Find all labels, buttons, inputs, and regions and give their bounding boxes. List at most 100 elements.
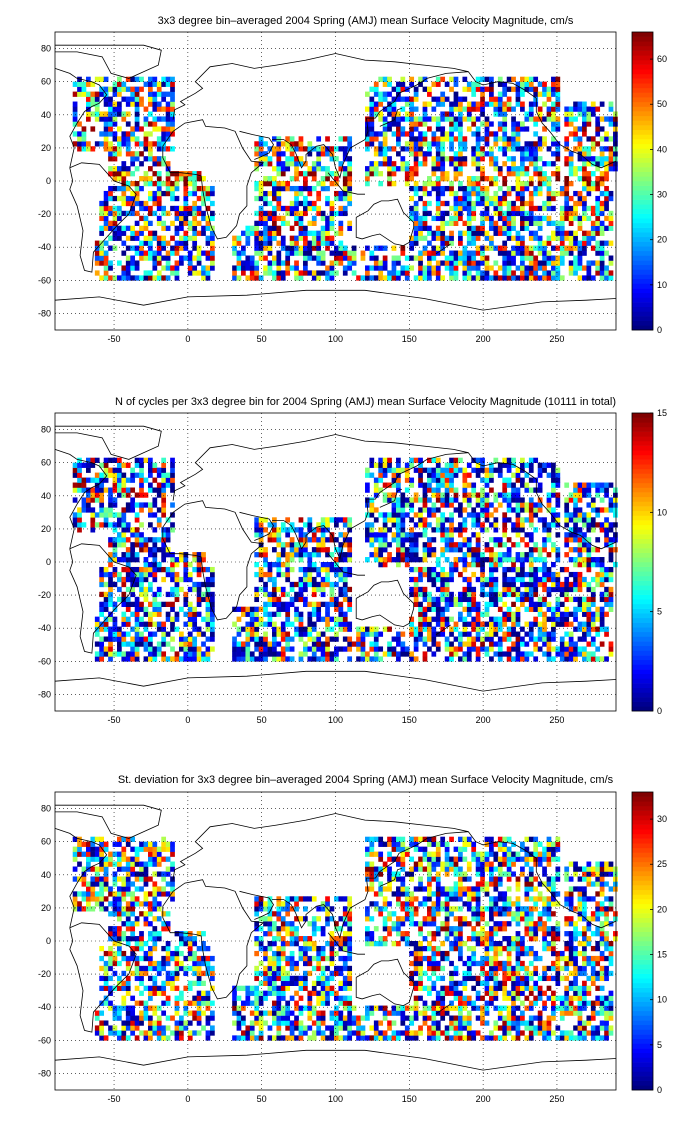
heatmap-cell xyxy=(564,121,570,127)
heatmap-cell xyxy=(528,275,534,281)
heatmap-cell xyxy=(320,562,326,568)
heatmap-cell xyxy=(458,636,463,642)
heatmap-cell xyxy=(170,235,175,241)
heatmap-cell xyxy=(382,161,388,167)
heatmap-cell xyxy=(555,477,561,483)
heatmap-cell xyxy=(152,621,158,627)
heatmap-cell xyxy=(334,581,339,588)
heatmap-cell xyxy=(480,111,485,117)
heatmap-cell xyxy=(130,527,136,533)
heatmap-cell xyxy=(134,156,140,162)
heatmap-cell xyxy=(604,136,609,142)
heatmap-cell xyxy=(515,497,521,503)
heatmap-cell xyxy=(174,215,180,222)
heatmap-cell xyxy=(121,596,127,603)
heatmap-cell xyxy=(338,626,344,632)
heatmap-cell xyxy=(378,547,384,553)
heatmap-cell xyxy=(533,156,539,162)
heatmap-cell xyxy=(462,557,468,563)
heatmap-cell xyxy=(143,557,149,563)
heatmap-cell xyxy=(595,126,601,132)
heatmap-cell xyxy=(103,220,109,226)
heatmap-cell xyxy=(351,641,357,647)
heatmap-cell xyxy=(396,641,401,647)
heatmap-cell xyxy=(577,225,583,231)
heatmap-cell xyxy=(400,96,406,102)
heatmap-cell xyxy=(183,656,189,662)
heatmap-cell xyxy=(263,606,268,612)
heatmap-cell xyxy=(117,235,122,241)
heatmap-cell xyxy=(325,240,330,246)
heatmap-cell xyxy=(373,260,379,266)
heatmap-cell xyxy=(263,591,268,598)
heatmap-cell xyxy=(524,557,530,563)
heatmap-cell xyxy=(542,596,547,603)
heatmap-cell xyxy=(382,136,388,142)
heatmap-cell xyxy=(201,552,206,558)
heatmap-cell xyxy=(506,502,512,508)
heatmap-cell xyxy=(431,631,437,637)
colorbar-step xyxy=(632,190,653,196)
coastline xyxy=(327,172,365,195)
heatmap-cell xyxy=(586,522,592,528)
heatmap-cell xyxy=(515,126,521,132)
heatmap-cell xyxy=(280,626,286,632)
heatmap-cell xyxy=(431,626,437,632)
heatmap-cell xyxy=(453,527,459,533)
heatmap-cell xyxy=(453,487,459,493)
heatmap-cell xyxy=(528,571,534,578)
heatmap-cell xyxy=(285,255,291,261)
heatmap-cell xyxy=(582,611,587,617)
heatmap-cell xyxy=(272,596,277,603)
heatmap-cell xyxy=(373,81,379,87)
heatmap-cell xyxy=(453,91,459,97)
heatmap-cell xyxy=(311,656,317,662)
heatmap-cell xyxy=(369,141,375,147)
heatmap-cell xyxy=(555,275,561,281)
heatmap-cell xyxy=(409,245,415,251)
heatmap-cell xyxy=(493,190,499,197)
heatmap-cell xyxy=(559,185,565,192)
heatmap-cell xyxy=(311,651,317,657)
coastline xyxy=(172,53,469,120)
heatmap-cell xyxy=(462,141,468,147)
heatmap-cell xyxy=(263,571,268,578)
heatmap-cell xyxy=(117,472,122,478)
heatmap-cell xyxy=(577,517,583,523)
heatmap-cell xyxy=(542,171,547,177)
heatmap-cell xyxy=(152,230,158,236)
heatmap-cell xyxy=(511,225,516,231)
heatmap-cell xyxy=(254,235,260,241)
heatmap-cell xyxy=(586,270,592,276)
heatmap-cell xyxy=(466,200,472,207)
heatmap-cell xyxy=(497,121,503,127)
heatmap-cell xyxy=(462,161,468,167)
heatmap-cell xyxy=(316,552,322,558)
heatmap-cell xyxy=(480,626,485,632)
heatmap-cell xyxy=(117,462,122,468)
heatmap-cell xyxy=(148,210,153,217)
heatmap-cell xyxy=(546,250,552,256)
heatmap-cell xyxy=(267,571,273,578)
heatmap-cell xyxy=(537,146,543,152)
heatmap-cell xyxy=(161,131,167,137)
heatmap-cell xyxy=(152,591,158,598)
heatmap-cell xyxy=(311,532,317,538)
heatmap-cell xyxy=(148,522,153,528)
heatmap-cell xyxy=(134,472,140,478)
heatmap-cell xyxy=(484,611,490,617)
heatmap-cell xyxy=(369,166,375,172)
heatmap-cell xyxy=(143,181,149,187)
heatmap-cell xyxy=(192,636,198,642)
heatmap-cell xyxy=(590,106,596,112)
heatmap-cell xyxy=(387,176,392,182)
heatmap-cell xyxy=(502,131,508,137)
heatmap-cell xyxy=(475,562,481,568)
heatmap-cell xyxy=(568,131,574,137)
heatmap-cell xyxy=(551,161,556,167)
heatmap-cell xyxy=(298,190,304,197)
heatmap-cell xyxy=(577,255,583,261)
heatmap-cell xyxy=(515,181,521,187)
heatmap-cell xyxy=(245,265,251,271)
heatmap-cell xyxy=(170,220,175,226)
